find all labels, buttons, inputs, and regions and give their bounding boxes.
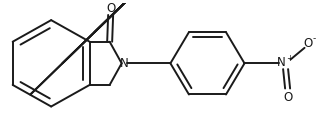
Text: N$^+$: N$^+$ <box>276 56 295 71</box>
Text: O: O <box>106 2 115 15</box>
Text: -: - <box>313 34 316 43</box>
Text: O: O <box>283 91 292 104</box>
Text: N: N <box>120 57 129 70</box>
Text: O: O <box>303 37 312 50</box>
